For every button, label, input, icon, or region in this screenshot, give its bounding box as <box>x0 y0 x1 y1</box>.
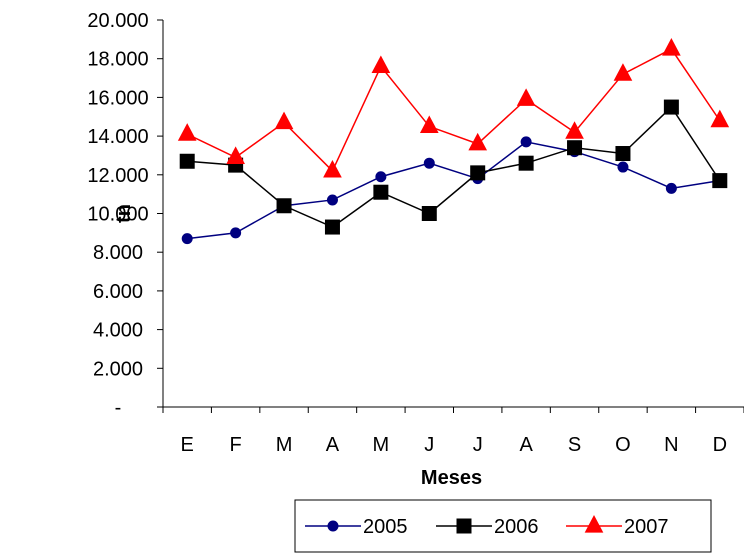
series-2007 <box>177 38 730 178</box>
data-point-2007 <box>323 159 342 178</box>
x-tick-label: J <box>424 434 434 456</box>
series-line-2007 <box>186 48 721 173</box>
legend-label-2006: 2006 <box>494 516 539 538</box>
plot-area: - 2.000 4.000 6.000 8.000 10.000 12.000 14.000 1… <box>87 10 744 456</box>
x-tick-label: O <box>615 434 631 456</box>
legend-box <box>294 499 712 553</box>
y-tick-label: 14.000 <box>87 126 148 148</box>
series-line-2005 <box>187 141 720 240</box>
data-point-2007 <box>662 38 681 56</box>
y-tick-label: 12.000 <box>87 165 148 187</box>
data-point-2007 <box>516 88 536 106</box>
y-tick-label: 6.000 <box>93 281 143 303</box>
data-point-2007 <box>565 121 584 139</box>
legend-marker-2006 <box>456 518 472 534</box>
data-point-2006 <box>712 173 728 189</box>
series-line-2006 <box>187 105 721 228</box>
data-point-2007 <box>468 132 488 151</box>
data-point-2005 <box>423 157 435 169</box>
x-tick-label: S <box>568 434 581 456</box>
data-point-2006 <box>615 146 631 162</box>
legend-label-2007: 2007 <box>624 516 669 538</box>
x-tick-label: M <box>373 434 390 456</box>
data-point-2007 <box>419 115 439 134</box>
y-tick-label: 18.000 <box>87 49 148 71</box>
data-point-2005 <box>665 182 677 194</box>
y-tick-label: 4.000 <box>93 320 143 342</box>
data-point-2006 <box>567 140 583 156</box>
data-point-2006 <box>518 155 534 171</box>
legend-item-2005: 2005 <box>305 516 408 538</box>
data-point-2006 <box>179 153 195 169</box>
y-tick-label: 16.000 <box>87 87 148 109</box>
data-point-2006 <box>470 165 486 181</box>
x-tick-label: N <box>664 434 678 456</box>
legend-items: 2005 2006 2007 <box>305 515 669 538</box>
series-2006 <box>179 99 728 235</box>
data-point-2007 <box>226 146 245 164</box>
x-tick-label: M <box>276 434 293 456</box>
series-2005 <box>181 136 726 245</box>
data-point-2006 <box>421 206 437 221</box>
x-tick-label: A <box>326 434 340 456</box>
data-point-2007 <box>371 55 391 74</box>
legend-marker-2007 <box>584 515 604 533</box>
x-tick-label: D <box>713 434 727 456</box>
data-point-2006 <box>373 184 389 200</box>
x-axis-title: Meses <box>421 467 482 489</box>
series-layer <box>177 38 730 245</box>
x-tick-label: E <box>181 434 194 456</box>
data-point-2005 <box>326 194 338 206</box>
legend-marker-2005 <box>327 520 339 532</box>
y-tick-label: 20.000 <box>87 10 148 32</box>
legend-item-2007: 2007 <box>566 515 669 538</box>
y-tick-label: 10.000 <box>87 204 148 226</box>
y-tick-label: 2.000 <box>93 358 143 380</box>
y-tick-label: 8.000 <box>93 242 143 264</box>
data-point-2006 <box>663 99 679 115</box>
data-point-2005 <box>181 233 193 245</box>
x-tick-label: F <box>230 434 242 456</box>
data-point-2005 <box>520 136 532 148</box>
x-tick-label: A <box>519 434 533 456</box>
data-point-2005 <box>230 227 242 239</box>
data-point-2005 <box>375 171 387 183</box>
y-axis-ticks: - 2.000 4.000 6.000 8.000 10.000 12.000 14.000 1… <box>87 10 163 419</box>
data-point-2005 <box>617 161 629 173</box>
legend-label-2005: 2005 <box>363 516 408 538</box>
data-point-2006 <box>324 219 340 235</box>
data-point-2007 <box>177 123 197 141</box>
y-tick-label: - <box>115 397 122 419</box>
data-point-2007 <box>613 63 633 81</box>
legend-item-2006: 2006 <box>436 516 539 538</box>
legend: 2005 2006 2007 <box>294 499 712 553</box>
data-point-2007 <box>274 111 294 130</box>
y-axis-title: tn <box>113 204 135 223</box>
data-point-2007 <box>710 109 730 128</box>
data-point-2006 <box>276 198 292 214</box>
x-tick-label: J <box>473 434 483 456</box>
